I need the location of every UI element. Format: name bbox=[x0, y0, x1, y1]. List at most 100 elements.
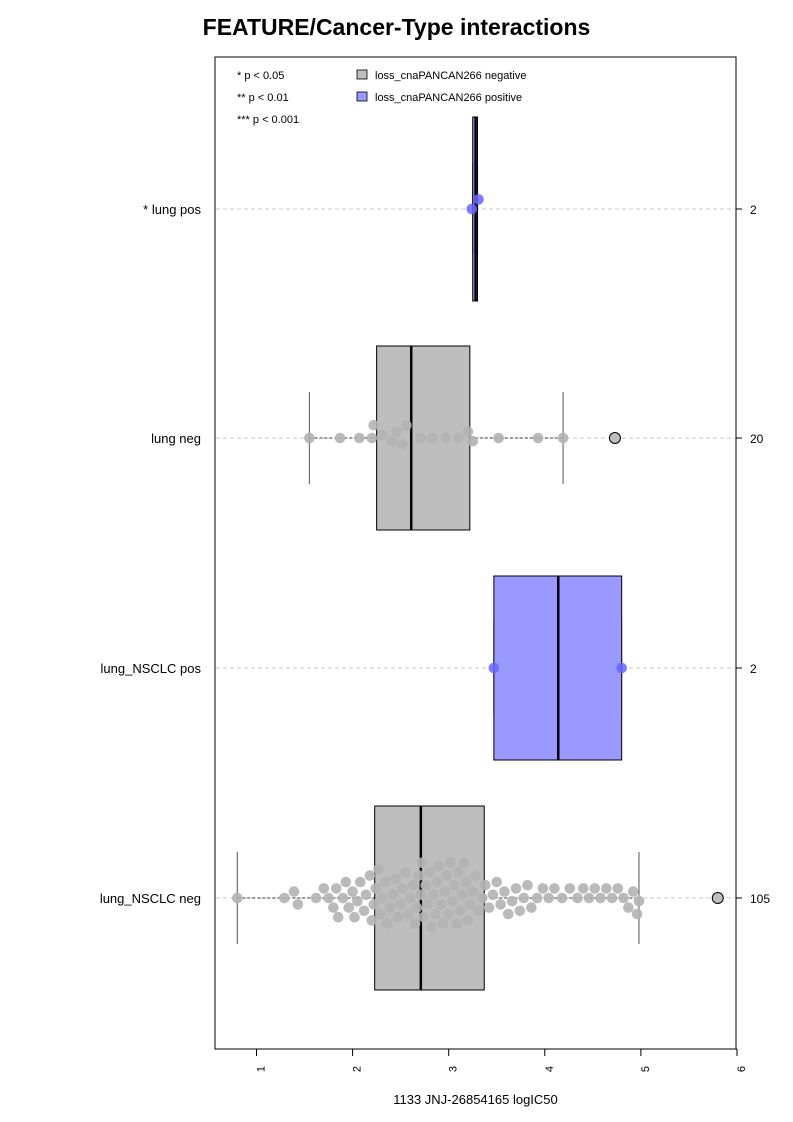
data-point bbox=[334, 432, 346, 444]
data-point bbox=[415, 432, 427, 444]
data-point bbox=[491, 876, 503, 888]
group-count: 20 bbox=[750, 432, 764, 446]
data-point bbox=[462, 426, 474, 437]
data-point bbox=[391, 426, 403, 437]
data-point bbox=[403, 908, 414, 920]
data-point bbox=[431, 876, 443, 888]
data-point bbox=[397, 439, 408, 450]
data-point bbox=[279, 892, 290, 904]
data-point bbox=[464, 899, 476, 910]
data-point bbox=[375, 908, 386, 920]
data-point bbox=[292, 899, 304, 910]
group-count: 2 bbox=[750, 203, 757, 217]
data-point bbox=[502, 908, 514, 920]
data-point bbox=[577, 883, 589, 894]
data-point bbox=[424, 867, 435, 878]
color-legend: loss_cnaPANCAN266 negative loss_cnaPANCAN… bbox=[356, 69, 526, 104]
data-point bbox=[397, 883, 408, 894]
data-point bbox=[618, 892, 629, 904]
boxes bbox=[236, 116, 724, 991]
data-point bbox=[531, 892, 543, 904]
data-point bbox=[572, 892, 583, 904]
data-point bbox=[429, 908, 441, 920]
data-point bbox=[451, 918, 462, 929]
data-point bbox=[549, 883, 560, 894]
data-point bbox=[386, 435, 398, 447]
data-point bbox=[467, 886, 479, 897]
data-point bbox=[633, 895, 645, 907]
data-point bbox=[589, 883, 601, 894]
data-point bbox=[453, 432, 464, 444]
data-point bbox=[337, 892, 349, 904]
data-point bbox=[506, 895, 518, 907]
data-point bbox=[384, 902, 396, 913]
data-point bbox=[449, 879, 460, 891]
data-point bbox=[418, 911, 430, 923]
data-point bbox=[368, 899, 380, 910]
data-point bbox=[616, 662, 627, 674]
data-point bbox=[364, 870, 376, 881]
significance-legend-item: ** p < 0.01 bbox=[237, 92, 289, 104]
data-point bbox=[347, 886, 358, 897]
data-point bbox=[467, 435, 479, 447]
data-point bbox=[428, 889, 439, 901]
data-point bbox=[392, 911, 404, 923]
data-point bbox=[595, 892, 606, 904]
legend-label: loss_cnaPANCAN266 positive bbox=[375, 92, 522, 104]
group-label: lung neg bbox=[151, 431, 201, 446]
data-point bbox=[426, 921, 437, 933]
data-point bbox=[354, 432, 365, 444]
data-point bbox=[460, 876, 472, 888]
data-point bbox=[627, 886, 639, 897]
group-count: 105 bbox=[750, 892, 770, 906]
data-point bbox=[473, 905, 484, 917]
gridlines bbox=[216, 208, 735, 899]
data-point bbox=[381, 918, 393, 929]
data-point bbox=[583, 892, 595, 904]
data-point bbox=[407, 879, 419, 891]
x-tick-label: 1 bbox=[256, 1066, 268, 1072]
group-count: 2 bbox=[750, 662, 757, 676]
data-point bbox=[612, 883, 624, 894]
x-tick-label: 6 bbox=[736, 1066, 748, 1072]
data-point bbox=[522, 879, 533, 891]
data-point bbox=[495, 899, 506, 910]
x-axis: 1 2 3 4 5 6 bbox=[256, 1048, 748, 1072]
data-point bbox=[470, 870, 481, 881]
data-point bbox=[400, 867, 411, 878]
data-point bbox=[606, 892, 618, 904]
data-point bbox=[352, 895, 363, 907]
data-point bbox=[473, 194, 484, 205]
data-point bbox=[288, 886, 300, 897]
data-point bbox=[462, 915, 474, 926]
legend-swatch bbox=[356, 69, 368, 80]
data-point bbox=[445, 857, 456, 869]
data-point bbox=[466, 203, 478, 215]
data-point bbox=[456, 889, 468, 901]
legend-label: loss_cnaPANCAN266 negative bbox=[375, 70, 526, 82]
data-point bbox=[420, 879, 431, 891]
group-labels: * lung pos lung neg lung_NSCLC pos lung_NSC… bbox=[100, 202, 202, 906]
data-point bbox=[343, 902, 355, 913]
data-point bbox=[454, 905, 466, 917]
data-point bbox=[395, 899, 406, 910]
data-point bbox=[477, 892, 488, 904]
group-label: lung_NSCLC neg bbox=[100, 891, 201, 906]
data-point bbox=[514, 905, 526, 917]
data-point bbox=[422, 899, 433, 910]
data-point bbox=[564, 883, 576, 894]
data-point bbox=[332, 911, 344, 923]
data-point bbox=[330, 883, 342, 894]
data-point bbox=[543, 892, 554, 904]
group-label: * lung pos bbox=[143, 202, 201, 217]
x-tick-label: 4 bbox=[544, 1066, 556, 1072]
data-point bbox=[499, 886, 510, 897]
data-point bbox=[556, 892, 568, 904]
data-point bbox=[439, 886, 451, 897]
data-point bbox=[358, 905, 370, 917]
chart-title: FEATURE/Cancer-Type interactions bbox=[202, 14, 591, 40]
data-point bbox=[601, 883, 612, 894]
data-point bbox=[537, 883, 549, 894]
data-point bbox=[366, 915, 378, 926]
